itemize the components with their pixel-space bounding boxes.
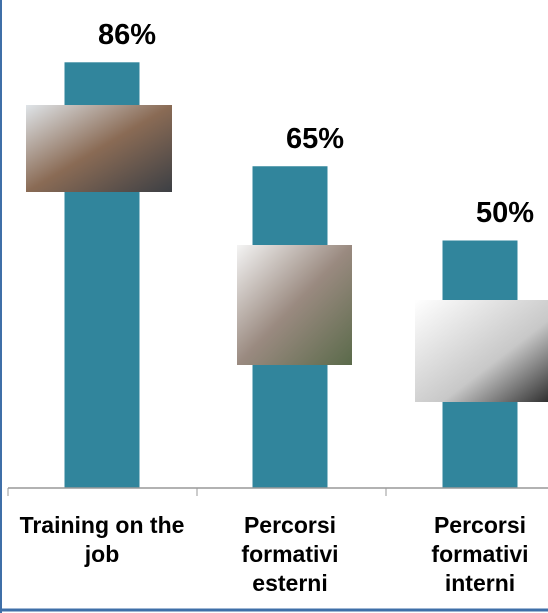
photo [26, 105, 172, 192]
x-tick-label: Training on the job [19, 512, 185, 567]
value-label: 86% [98, 19, 156, 51]
value-label: 50% [476, 197, 534, 229]
photo [415, 300, 548, 402]
photo [237, 245, 352, 365]
x-tick-label: Percorsi formativi esterni [241, 512, 339, 596]
x-tick-label: Percorsi formativi interni [431, 512, 529, 596]
value-label: 65% [286, 123, 344, 155]
